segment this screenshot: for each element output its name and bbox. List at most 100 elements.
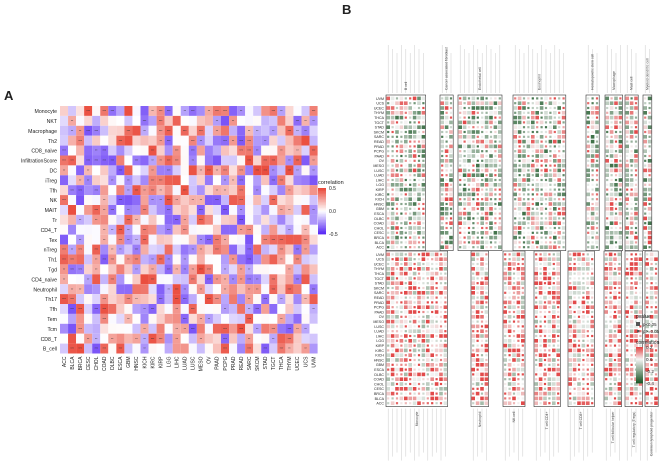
heatmap-cell	[148, 205, 157, 215]
heatmap-cell	[608, 339, 613, 343]
heatmap-cell	[116, 214, 125, 225]
heatmap-cell	[439, 276, 443, 281]
heatmap-cell	[539, 262, 542, 266]
significance-mark: ***	[167, 198, 171, 202]
heatmap-cell	[309, 165, 318, 176]
row-label: SKCM	[374, 130, 384, 134]
row-label: THYM	[374, 111, 384, 115]
heatmap-cell	[489, 231, 493, 234]
heatmap-cell	[237, 313, 246, 324]
heatmap-cell	[610, 174, 613, 177]
heatmap-cell	[516, 358, 521, 362]
row-label: TGCT	[374, 121, 385, 125]
heatmap-cell	[614, 226, 618, 230]
heatmap-cell	[522, 163, 526, 168]
heatmap-cell	[609, 202, 614, 206]
heatmap-cell	[116, 224, 125, 235]
heatmap-cell	[484, 401, 489, 405]
heatmap-cell	[221, 185, 230, 196]
heatmap-cell	[422, 202, 425, 206]
heatmap-cell	[582, 339, 585, 342]
heatmap-cell	[572, 343, 577, 348]
heatmap-cell	[472, 344, 475, 347]
heatmap-cell	[435, 286, 438, 290]
heatmap-cell	[459, 174, 462, 177]
heatmap-cell	[412, 183, 417, 187]
heatmap-cell	[614, 159, 618, 163]
heatmap-cell	[540, 217, 543, 220]
heatmap-cell	[504, 253, 507, 256]
heatmap-cell	[434, 396, 439, 401]
heatmap-cell	[614, 96, 618, 101]
heatmap-cell	[522, 101, 526, 105]
heatmap-cell	[458, 135, 462, 139]
heatmap-cell	[449, 159, 453, 163]
heatmap-cell	[605, 115, 609, 120]
heatmap-cell	[654, 363, 658, 367]
heatmap-cell	[587, 116, 590, 119]
heatmap-cell	[625, 286, 629, 290]
significance-mark: **	[79, 287, 82, 291]
significance-mark: ***	[103, 149, 107, 153]
heatmap-cell	[68, 304, 77, 314]
heatmap-cell	[84, 244, 93, 255]
heatmap-cell	[417, 368, 421, 371]
heatmap-cell	[590, 319, 594, 324]
significance-mark: ***	[78, 268, 82, 272]
heatmap-cell	[609, 106, 614, 110]
heatmap-cell	[445, 202, 448, 206]
heatmap-cell	[654, 396, 658, 401]
heatmap-cell	[522, 202, 526, 206]
heatmap-cell	[591, 258, 594, 261]
heatmap-cell	[391, 154, 394, 158]
heatmap-cell	[647, 197, 652, 201]
heatmap-cell	[498, 193, 501, 196]
heatmap-cell	[522, 159, 526, 163]
heatmap-cell	[445, 140, 448, 143]
heatmap-cell	[608, 276, 613, 281]
heatmap-cell	[489, 139, 493, 144]
heatmap-cell	[412, 115, 417, 120]
significance-mark: **	[312, 159, 315, 163]
heatmap-cell	[417, 207, 421, 210]
heatmap-cell	[301, 135, 310, 146]
significance-mark: ***	[191, 307, 195, 311]
heatmap-cell	[309, 224, 318, 235]
significance-mark: **	[63, 277, 66, 281]
heatmap-cell	[626, 354, 629, 357]
heatmap-cell	[386, 106, 390, 110]
heatmap-cell	[654, 310, 658, 314]
heatmap-cell	[409, 378, 412, 381]
heatmap-cell	[221, 323, 230, 334]
heatmap-cell	[638, 271, 643, 276]
heatmap-cell	[489, 159, 493, 163]
heatmap-cell	[644, 231, 647, 234]
heatmap-cell	[395, 202, 399, 206]
heatmap-cell	[646, 402, 649, 405]
heatmap-cell	[595, 120, 599, 125]
heatmap-cell	[293, 135, 302, 146]
heatmap-cell	[476, 183, 480, 187]
heatmap-cell	[253, 254, 262, 265]
heatmap-cell	[449, 197, 453, 201]
significance-mark: ***	[103, 297, 107, 301]
significance-mark: **	[71, 287, 74, 291]
heatmap-cell	[590, 245, 595, 249]
heatmap-cell	[92, 294, 101, 304]
heatmap-cell	[212, 323, 221, 334]
significance-mark: **	[184, 287, 187, 291]
group-frame	[385, 250, 448, 407]
heatmap-cell	[221, 333, 230, 344]
heatmap-cell	[634, 310, 638, 314]
heatmap-cell	[404, 111, 407, 114]
heatmap-cell	[517, 130, 522, 134]
heatmap-cell	[441, 222, 444, 225]
heatmap-cell	[522, 217, 526, 220]
heatmap-cell	[521, 354, 524, 357]
heatmap-cell	[582, 272, 585, 275]
heatmap-cell	[549, 226, 552, 230]
column-group-label: Eosinophil	[537, 74, 541, 90]
heatmap-cell	[269, 304, 278, 314]
heatmap-cell	[441, 241, 444, 244]
heatmap-cell	[261, 165, 270, 176]
